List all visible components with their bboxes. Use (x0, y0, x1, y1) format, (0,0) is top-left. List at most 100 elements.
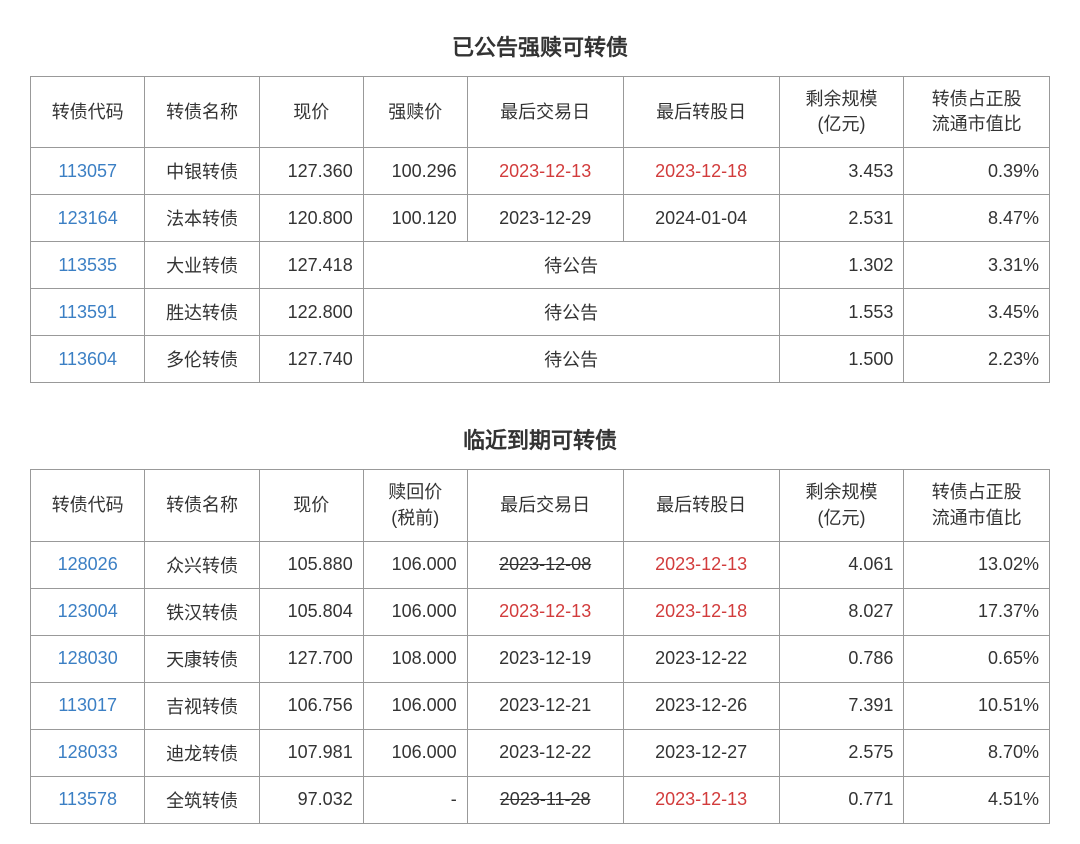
ratio: 8.70% (904, 729, 1050, 776)
remaining-scale: 1.553 (779, 289, 904, 336)
bond-code-link[interactable]: 113535 (31, 242, 145, 289)
bond-name: 多伦转债 (145, 336, 259, 383)
table-row: 123004铁汉转债105.804106.0002023-12-132023-1… (31, 588, 1050, 635)
remaining-scale: 2.575 (779, 729, 904, 776)
bond-name: 全筑转债 (145, 776, 259, 823)
column-header: 剩余规模(亿元) (779, 77, 904, 148)
redeem-price: 106.000 (363, 682, 467, 729)
redeem-price: - (363, 776, 467, 823)
remaining-scale: 8.027 (779, 588, 904, 635)
remaining-scale: 1.302 (779, 242, 904, 289)
current-price: 122.800 (259, 289, 363, 336)
bond-name: 众兴转债 (145, 541, 259, 588)
last-trade-date: 2023-11-28 (467, 776, 623, 823)
merged-pending: 待公告 (363, 336, 779, 383)
ratio: 3.45% (904, 289, 1050, 336)
table-row: 113017吉视转债106.756106.0002023-12-212023-1… (31, 682, 1050, 729)
column-header: 最后交易日 (467, 77, 623, 148)
table-row: 113578全筑转债97.032-2023-11-282023-12-130.7… (31, 776, 1050, 823)
table-row: 113591胜达转债122.800待公告1.5533.45% (31, 289, 1050, 336)
bond-code-link[interactable]: 113057 (31, 148, 145, 195)
merged-pending: 待公告 (363, 242, 779, 289)
last-convert-date: 2024-01-04 (623, 195, 779, 242)
column-header: 剩余规模(亿元) (779, 470, 904, 541)
announced-table: 转债代码转债名称现价强赎价最后交易日最后转股日剩余规模(亿元)转债占正股流通市值… (30, 76, 1050, 383)
ratio: 3.31% (904, 242, 1050, 289)
column-header: 转债代码 (31, 470, 145, 541)
last-convert-date: 2023-12-26 (623, 682, 779, 729)
current-price: 107.981 (259, 729, 363, 776)
column-header: 转债名称 (145, 77, 259, 148)
last-convert-date: 2023-12-13 (623, 776, 779, 823)
last-trade-date: 2023-12-19 (467, 635, 623, 682)
table-row: 128033迪龙转债107.981106.0002023-12-222023-1… (31, 729, 1050, 776)
last-convert-date: 2023-12-13 (623, 541, 779, 588)
bond-code-link[interactable]: 128033 (31, 729, 145, 776)
table-row: 113057中银转债127.360100.2962023-12-132023-1… (31, 148, 1050, 195)
remaining-scale: 4.061 (779, 541, 904, 588)
table-row: 128026众兴转债105.880106.0002023-12-082023-1… (31, 541, 1050, 588)
bond-name: 迪龙转债 (145, 729, 259, 776)
bond-code-link[interactable]: 113578 (31, 776, 145, 823)
column-header: 现价 (259, 77, 363, 148)
redeem-price: 108.000 (363, 635, 467, 682)
ratio: 0.65% (904, 635, 1050, 682)
bond-code-link[interactable]: 128030 (31, 635, 145, 682)
ratio: 13.02% (904, 541, 1050, 588)
current-price: 105.804 (259, 588, 363, 635)
column-header: 转债占正股流通市值比 (904, 77, 1050, 148)
bond-name: 胜达转债 (145, 289, 259, 336)
bond-code-link[interactable]: 123004 (31, 588, 145, 635)
table-row: 123164法本转债120.800100.1202023-12-292024-0… (31, 195, 1050, 242)
merged-pending: 待公告 (363, 289, 779, 336)
last-trade-date: 2023-12-21 (467, 682, 623, 729)
column-header: 转债占正股流通市值比 (904, 470, 1050, 541)
table-row: 128030天康转债127.700108.0002023-12-192023-1… (31, 635, 1050, 682)
maturing-table: 转债代码转债名称现价赎回价(税前)最后交易日最后转股日剩余规模(亿元)转债占正股… (30, 469, 1050, 823)
table-row: 113604多伦转债127.740待公告1.5002.23% (31, 336, 1050, 383)
ratio: 0.39% (904, 148, 1050, 195)
remaining-scale: 2.531 (779, 195, 904, 242)
bond-code-link[interactable]: 123164 (31, 195, 145, 242)
bond-code-link[interactable]: 128026 (31, 541, 145, 588)
column-header: 强赎价 (363, 77, 467, 148)
last-convert-date: 2023-12-22 (623, 635, 779, 682)
maturing-table-title: 临近到期可转债 (30, 423, 1050, 455)
current-price: 127.700 (259, 635, 363, 682)
bond-code-link[interactable]: 113017 (31, 682, 145, 729)
ratio: 10.51% (904, 682, 1050, 729)
column-header: 最后转股日 (623, 470, 779, 541)
remaining-scale: 0.771 (779, 776, 904, 823)
bond-name: 铁汉转债 (145, 588, 259, 635)
ratio: 8.47% (904, 195, 1050, 242)
redeem-price: 106.000 (363, 588, 467, 635)
column-header: 最后交易日 (467, 470, 623, 541)
current-price: 127.360 (259, 148, 363, 195)
last-convert-date: 2023-12-27 (623, 729, 779, 776)
column-header: 赎回价(税前) (363, 470, 467, 541)
remaining-scale: 1.500 (779, 336, 904, 383)
redeem-price: 100.296 (363, 148, 467, 195)
last-convert-date: 2023-12-18 (623, 588, 779, 635)
ratio: 2.23% (904, 336, 1050, 383)
column-header: 现价 (259, 470, 363, 541)
ratio: 4.51% (904, 776, 1050, 823)
redeem-price: 106.000 (363, 729, 467, 776)
current-price: 127.740 (259, 336, 363, 383)
last-trade-date: 2023-12-08 (467, 541, 623, 588)
ratio: 17.37% (904, 588, 1050, 635)
column-header: 最后转股日 (623, 77, 779, 148)
redeem-price: 106.000 (363, 541, 467, 588)
bond-name: 法本转债 (145, 195, 259, 242)
last-trade-date: 2023-12-13 (467, 588, 623, 635)
announced-table-title: 已公告强赎可转债 (30, 30, 1050, 62)
current-price: 127.418 (259, 242, 363, 289)
column-header: 转债代码 (31, 77, 145, 148)
remaining-scale: 7.391 (779, 682, 904, 729)
bond-name: 吉视转债 (145, 682, 259, 729)
current-price: 97.032 (259, 776, 363, 823)
bond-name: 大业转债 (145, 242, 259, 289)
last-trade-date: 2023-12-13 (467, 148, 623, 195)
bond-code-link[interactable]: 113591 (31, 289, 145, 336)
bond-code-link[interactable]: 113604 (31, 336, 145, 383)
